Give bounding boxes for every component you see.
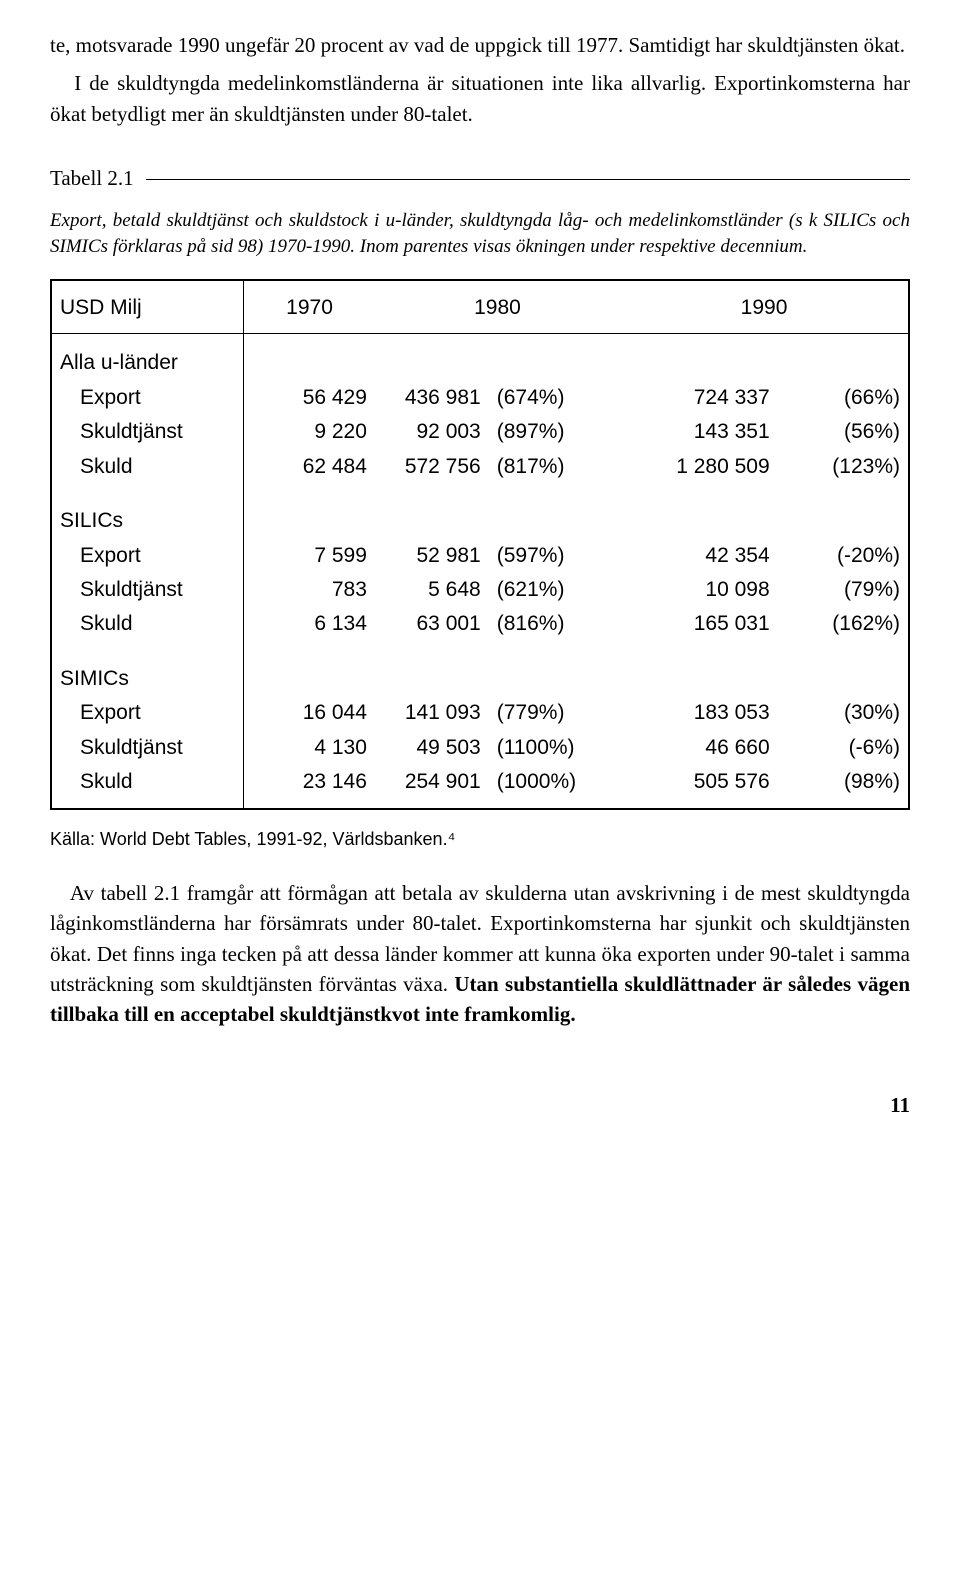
cell-1990-pct: (-20%) — [778, 539, 909, 573]
cell-1990-value: 183 053 — [620, 696, 778, 730]
cell-1980-value: 52 981 — [375, 539, 489, 573]
table-row: Export56 429436 981(674%)724 337(66%) — [51, 381, 909, 415]
table-row: Skuldtjänst7835 648(621%)10 098(79%) — [51, 573, 909, 607]
cell-1970: 23 146 — [244, 765, 375, 808]
group-name: Alla u-länder — [51, 334, 244, 381]
group-name: SIMICs — [51, 650, 244, 696]
cell-1970: 7 599 — [244, 539, 375, 573]
th-1990: 1990 — [620, 280, 909, 334]
table-row: Export7 59952 981(597%)42 354(-20%) — [51, 539, 909, 573]
row-label: Skuld — [51, 450, 244, 492]
group-name: SILICs — [51, 492, 244, 538]
cell-1990-pct: (66%) — [778, 381, 909, 415]
cell-1970: 6 134 — [244, 607, 375, 649]
cell-1990-value: 10 098 — [620, 573, 778, 607]
cell-1980-value: 92 003 — [375, 415, 489, 449]
cell-1990-value: 1 280 509 — [620, 450, 778, 492]
row-label: Skuld — [51, 607, 244, 649]
group-header: SIMICs — [51, 650, 909, 696]
cell-1990-pct: (79%) — [778, 573, 909, 607]
cell-1990-pct: (98%) — [778, 765, 909, 808]
page-number: 11 — [50, 1090, 910, 1120]
cell-1990-value: 165 031 — [620, 607, 778, 649]
cell-1980-value: 141 093 — [375, 696, 489, 730]
cell-1990-value: 505 576 — [620, 765, 778, 808]
cell-1980-pct: (597%) — [489, 539, 620, 573]
cell-1980-pct: (621%) — [489, 573, 620, 607]
cell-1980-pct: (816%) — [489, 607, 620, 649]
table-row: Export16 044141 093(779%)183 053(30%) — [51, 696, 909, 730]
cell-1970: 62 484 — [244, 450, 375, 492]
row-label: Export — [51, 696, 244, 730]
cell-1980-value: 436 981 — [375, 381, 489, 415]
table-source: Källa: World Debt Tables, 1991-92, Värld… — [50, 826, 910, 852]
th-1980: 1980 — [375, 280, 620, 334]
table-label-row: Tabell 2.1 — [50, 163, 910, 193]
cell-1970: 783 — [244, 573, 375, 607]
cell-1980-value: 254 901 — [375, 765, 489, 808]
table-row: Skuld23 146254 901(1000%)505 576(98%) — [51, 765, 909, 808]
cell-1980-value: 5 648 — [375, 573, 489, 607]
row-label: Skuldtjänst — [51, 415, 244, 449]
row-label: Skuldtjänst — [51, 573, 244, 607]
intro-paragraph-1: te, motsvarade 1990 ungefär 20 procent a… — [50, 30, 910, 60]
cell-1990-value: 46 660 — [620, 731, 778, 765]
cell-1980-pct: (1100%) — [489, 731, 620, 765]
cell-1980-value: 63 001 — [375, 607, 489, 649]
cell-1980-value: 572 756 — [375, 450, 489, 492]
cell-1990-pct: (30%) — [778, 696, 909, 730]
data-table: USD Milj 1970 1980 1990 Alla u-länderExp… — [50, 279, 910, 810]
row-label: Skuld — [51, 765, 244, 808]
table-row: Skuldtjänst4 13049 503(1100%)46 660(-6%) — [51, 731, 909, 765]
cell-1990-value: 42 354 — [620, 539, 778, 573]
th-label: USD Milj — [51, 280, 244, 334]
cell-1980-pct: (1000%) — [489, 765, 620, 808]
row-label: Export — [51, 381, 244, 415]
cell-1980-pct: (779%) — [489, 696, 620, 730]
table-row: Skuld6 13463 001(816%)165 031(162%) — [51, 607, 909, 649]
cell-1970: 4 130 — [244, 731, 375, 765]
cell-1980-pct: (817%) — [489, 450, 620, 492]
table-row: Skuldtjänst9 22092 003(897%)143 351(56%) — [51, 415, 909, 449]
outro-paragraph: Av tabell 2.1 framgår att förmågan att b… — [50, 878, 910, 1030]
cell-1970: 9 220 — [244, 415, 375, 449]
row-label: Skuldtjänst — [51, 731, 244, 765]
cell-1990-pct: (162%) — [778, 607, 909, 649]
group-header: SILICs — [51, 492, 909, 538]
cell-1970: 56 429 — [244, 381, 375, 415]
cell-1980-pct: (674%) — [489, 381, 620, 415]
table-label-rule — [146, 178, 910, 180]
cell-1990-pct: (123%) — [778, 450, 909, 492]
intro-paragraph-2: I de skuldtyngda medelinkomstländerna är… — [50, 68, 910, 129]
cell-1990-pct: (56%) — [778, 415, 909, 449]
table-row: Skuld62 484572 756(817%)1 280 509(123%) — [51, 450, 909, 492]
table-label: Tabell 2.1 — [50, 163, 146, 193]
table-header-row: USD Milj 1970 1980 1990 — [51, 280, 909, 334]
cell-1990-value: 143 351 — [620, 415, 778, 449]
cell-1970: 16 044 — [244, 696, 375, 730]
group-header: Alla u-länder — [51, 334, 909, 381]
th-1970: 1970 — [244, 280, 375, 334]
cell-1990-value: 724 337 — [620, 381, 778, 415]
table-caption: Export, betald skuldtjänst och skuldstoc… — [50, 208, 910, 261]
row-label: Export — [51, 539, 244, 573]
cell-1990-pct: (-6%) — [778, 731, 909, 765]
cell-1980-pct: (897%) — [489, 415, 620, 449]
cell-1980-value: 49 503 — [375, 731, 489, 765]
